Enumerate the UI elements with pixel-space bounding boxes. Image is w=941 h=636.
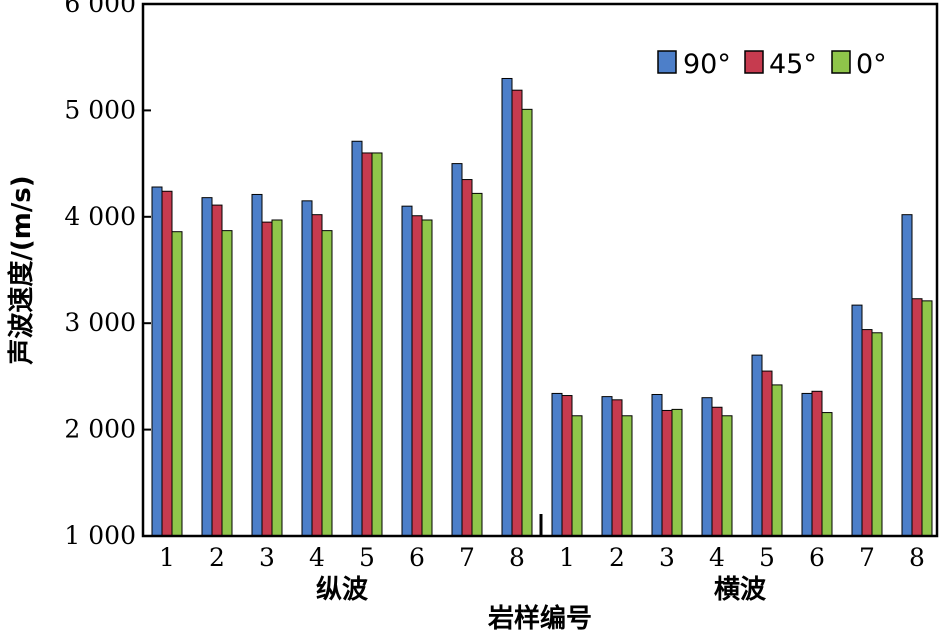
x-tick-label: 5 (759, 543, 775, 572)
y-tick-label: 2 000 (64, 415, 136, 444)
x-axis-category-labels: 1 2 3 4 5 6 7 8 1 2 3 4 5 6 7 8 (159, 543, 925, 572)
bar (651, 393, 663, 537)
bar (311, 214, 323, 537)
bar (201, 197, 213, 537)
bar (671, 408, 683, 537)
bar (821, 412, 833, 537)
y-tick-label: 5 000 (64, 95, 136, 124)
bar (171, 231, 183, 537)
bar (511, 89, 523, 537)
bar (571, 415, 583, 537)
bar (151, 186, 163, 537)
bar (161, 190, 173, 537)
y-tick-label: 6 000 (64, 0, 136, 18)
bar (611, 399, 623, 537)
legend-swatch-45 (744, 50, 764, 74)
bar (901, 214, 913, 537)
legend-swatch-0 (831, 50, 851, 74)
x-tick-label: 1 (159, 543, 175, 572)
bar (221, 230, 233, 537)
legend-label-90: 90° (683, 49, 731, 80)
bar (921, 300, 933, 537)
bar (711, 406, 723, 537)
x-tick-label: 6 (809, 543, 825, 572)
bar (561, 395, 573, 537)
x-tick-label: 1 (559, 543, 575, 572)
bar (271, 219, 283, 537)
x-tick-label: 7 (859, 543, 875, 572)
bar (301, 200, 313, 537)
bar (601, 396, 613, 537)
legend-label-0: 0° (856, 49, 887, 80)
x-tick-label: 8 (909, 543, 925, 572)
bar (771, 384, 783, 537)
bar (811, 390, 823, 537)
bar (261, 221, 273, 537)
y-tick-label: 3 000 (64, 308, 136, 337)
x-tick-label: 2 (209, 543, 225, 572)
x-tick-label: 2 (609, 543, 625, 572)
bar (471, 192, 483, 537)
x-tick-label: 4 (309, 543, 325, 572)
y-tick-label: 1 000 (64, 521, 136, 550)
bar (461, 179, 473, 537)
bar (401, 205, 413, 537)
legend: 90° 45° 0° (657, 49, 887, 80)
x-tick-label: 3 (259, 543, 275, 572)
bar (801, 392, 813, 537)
bar (211, 204, 223, 537)
bars-layer (151, 77, 933, 537)
x-tick-label: 5 (359, 543, 375, 572)
bar (621, 415, 633, 537)
bar (911, 298, 923, 537)
bar (411, 215, 423, 537)
bar (751, 354, 763, 537)
x-tick-label: 6 (409, 543, 425, 572)
bar (501, 77, 513, 537)
bar (721, 415, 733, 537)
bar (551, 392, 563, 537)
bar (361, 152, 373, 537)
x-tick-label: 3 (659, 543, 675, 572)
legend-label-45: 45° (769, 49, 817, 80)
bar (351, 140, 363, 537)
y-axis-ticks: 1 000 2 000 3 000 4 000 5 000 6 000 (64, 0, 151, 550)
x-tick-label: 4 (709, 543, 725, 572)
bar (251, 193, 263, 537)
group-label-transverse: 横波 (714, 575, 767, 605)
bar (701, 397, 713, 537)
x-tick-label: 8 (509, 543, 525, 572)
x-tick-label: 7 (459, 543, 475, 572)
bar (761, 370, 773, 537)
bar (321, 230, 333, 537)
bar (851, 304, 863, 537)
bar (861, 329, 873, 537)
bar (421, 219, 433, 537)
group-label-longitudinal: 纵波 (316, 575, 369, 605)
x-axis-title: 岩样编号 (487, 603, 592, 634)
y-tick-label: 4 000 (64, 202, 136, 231)
bar (371, 152, 383, 537)
y-axis-title: 声波速度/(m/s) (6, 175, 37, 364)
bar (521, 108, 533, 537)
legend-swatch-90 (657, 50, 677, 74)
bar (871, 332, 883, 537)
bar (451, 163, 463, 537)
bar (661, 409, 673, 537)
